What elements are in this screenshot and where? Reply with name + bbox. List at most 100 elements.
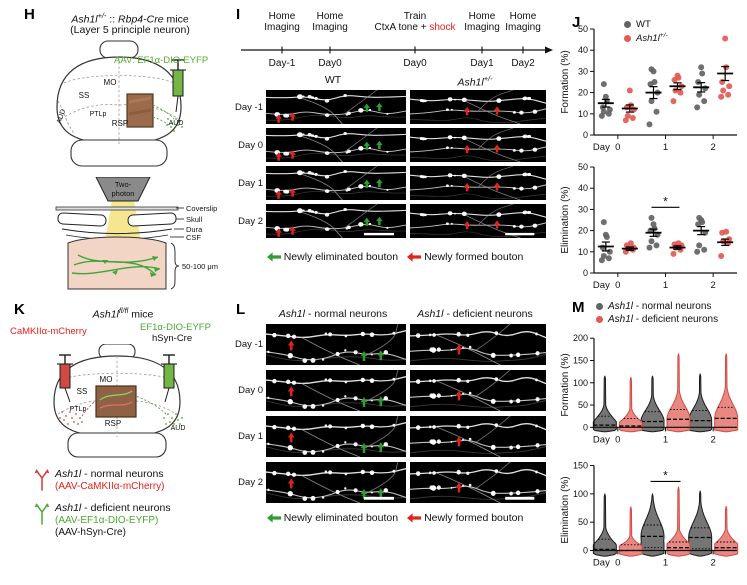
legend-text: Ash1l+/- (636, 32, 668, 45)
column-header-normal: Ash1l - normal neurons (278, 308, 388, 320)
legend-item-eliminated: Newly eliminated bouton (266, 512, 398, 524)
panel-h-subtitle: (Layer 5 principle neuron) (70, 24, 190, 36)
region-label-aud-left: AUD (56, 108, 67, 124)
row-label: Day 1 (238, 177, 263, 189)
microscopy-image (410, 166, 546, 200)
legend-item-deficient-neuron: Ash1l - deficient neurons (AAV-EF1α-DIO-… (34, 502, 234, 540)
svg-text:100: 100 (573, 489, 588, 499)
legend-text: WT (636, 19, 651, 30)
microscopy-image (266, 204, 406, 238)
image-row: Day 1 (235, 416, 550, 457)
svg-text:2: 2 (711, 558, 716, 569)
layer-label-dura: Dura (186, 225, 203, 234)
svg-text:Day: Day (593, 558, 610, 569)
timeline-arrowhead (545, 46, 553, 54)
region-label-rsp: RSP (112, 119, 128, 128)
panel-m-label: M (572, 299, 585, 316)
row-label: Day 2 (238, 215, 263, 227)
green-terminals-cluster (163, 413, 183, 425)
scope-label-2: photon (112, 189, 135, 198)
svg-text:Day: Day (593, 434, 610, 445)
neuron-type-legend: Ash1l - normal neurons (AAV-CaMKIIα-mChe… (34, 468, 234, 549)
panel-l-label: L (236, 301, 246, 318)
svg-text:0: 0 (615, 434, 620, 445)
legend-text: Newly eliminated bouton (283, 251, 399, 263)
chart-legend-j: WT Ash1l+/- (624, 19, 668, 46)
svg-text:20: 20 (578, 226, 588, 236)
formation-violin-chart: 0 50 100 150 200 0 1 2 Day Formation (%) (560, 333, 739, 445)
window-shading (128, 108, 152, 116)
legend-item-wt: WT (624, 19, 668, 30)
region-label-ptlp: PTLp (90, 111, 107, 118)
panel-l: L Ash1l - normal neurons Ash1l - deficie… (235, 300, 555, 585)
depth-label: 50-100 μm (182, 262, 218, 271)
microscopy-image (410, 370, 546, 411)
wt-dot-icon (624, 21, 631, 28)
svg-text:50: 50 (578, 24, 588, 34)
layer-label-csf: CSF (186, 233, 201, 242)
svg-text:10: 10 (578, 247, 588, 257)
timeline-day-3: Day0 (403, 58, 427, 69)
region-label-mo: MO (100, 375, 113, 384)
microscopy-image (266, 166, 406, 200)
legend-line: (AAV-hSyn-Cre) (55, 527, 126, 538)
svg-text:2: 2 (711, 142, 716, 153)
legend-text: Ash1l - normal neurons (608, 301, 712, 312)
timeline-stage-1: Home Imaging (264, 11, 300, 33)
timeline-ticks (281, 46, 524, 54)
svg-text:150: 150 (573, 356, 588, 366)
timeline-axis (241, 46, 553, 54)
elimination-scatter-chart: 0 10 20 30 40 50 0 1 2 Day Elimination (%) * (560, 162, 737, 291)
timeline-day-1: Day-1 (268, 58, 296, 69)
image-grid-i: Day -1 Day 0 Day 1 Day 2 (235, 90, 550, 242)
microscopy-image (266, 128, 406, 162)
syringe-icon-green (161, 354, 177, 403)
svg-text:Elimination (%): Elimination (%) (560, 186, 571, 253)
legend-line: (AAV-CaMKIIα-mCherry) (55, 480, 165, 492)
brain-diagram-k: MO SS PTLp RSP AUD (53, 344, 185, 458)
region-label-aud: AUD (169, 120, 184, 127)
stage-line1: Train (403, 11, 427, 22)
svg-text:100: 100 (573, 378, 588, 388)
axons-in-tissue (71, 254, 161, 276)
red-projection-line (81, 399, 97, 417)
skull-left (57, 212, 107, 227)
red-axon-in-window (99, 401, 133, 409)
cerebellum (70, 139, 168, 167)
svg-text:20: 20 (578, 88, 588, 98)
scope-label-1: Two- (115, 180, 132, 189)
panel-h-label: H (24, 6, 35, 23)
timeline-stage-5: Home Imaging (505, 11, 541, 33)
image-row: Day -1 (235, 324, 550, 365)
microscopy-image (410, 324, 546, 365)
layer-leader-lines (170, 207, 184, 238)
panel-h-title: Ash1l+/- :: Rbp4-Cre mice (71, 11, 189, 26)
legend-text: Ash1l - deficient neurons (608, 314, 719, 325)
svg-text:150: 150 (573, 461, 588, 471)
legend-item-deficient: Ash1l - deficient neurons (596, 314, 718, 325)
svg-text:*: * (663, 468, 668, 482)
normal-dot-icon (596, 303, 603, 310)
red-neuron-icon (34, 469, 50, 491)
panel-j: J 0 10 20 30 40 50 0 1 2 Day Formation (%) WT Ash1… (558, 5, 745, 300)
timeline-day-4: Day1 (470, 58, 494, 69)
svg-text:30: 30 (578, 204, 588, 214)
panel-k-title: Ash1lfl/fl mice (92, 306, 154, 321)
svg-text:0: 0 (583, 130, 588, 140)
svg-text:30: 30 (578, 66, 588, 76)
microscopy-image (410, 204, 546, 238)
laser-beam (104, 201, 142, 247)
region-label-ptlp: PTLp (70, 406, 87, 413)
microscopy-image (266, 462, 406, 503)
svg-text:50: 50 (578, 400, 588, 410)
ash1l-dot-icon (624, 34, 631, 42)
microscopy-image (266, 324, 406, 365)
timeline-stage-4: Home Imaging (464, 11, 500, 33)
dura-layer (61, 228, 173, 234)
camk-construct-label: CaMKIIα-mCherry (10, 326, 87, 337)
green-axon-in-window (99, 390, 133, 401)
region-label-rsp: RSP (105, 419, 121, 428)
formation-scatter-chart: 0 10 20 30 40 50 0 1 2 Day Formation (%) (560, 24, 737, 153)
stage-line2: CtxA tone + shock (374, 22, 456, 33)
